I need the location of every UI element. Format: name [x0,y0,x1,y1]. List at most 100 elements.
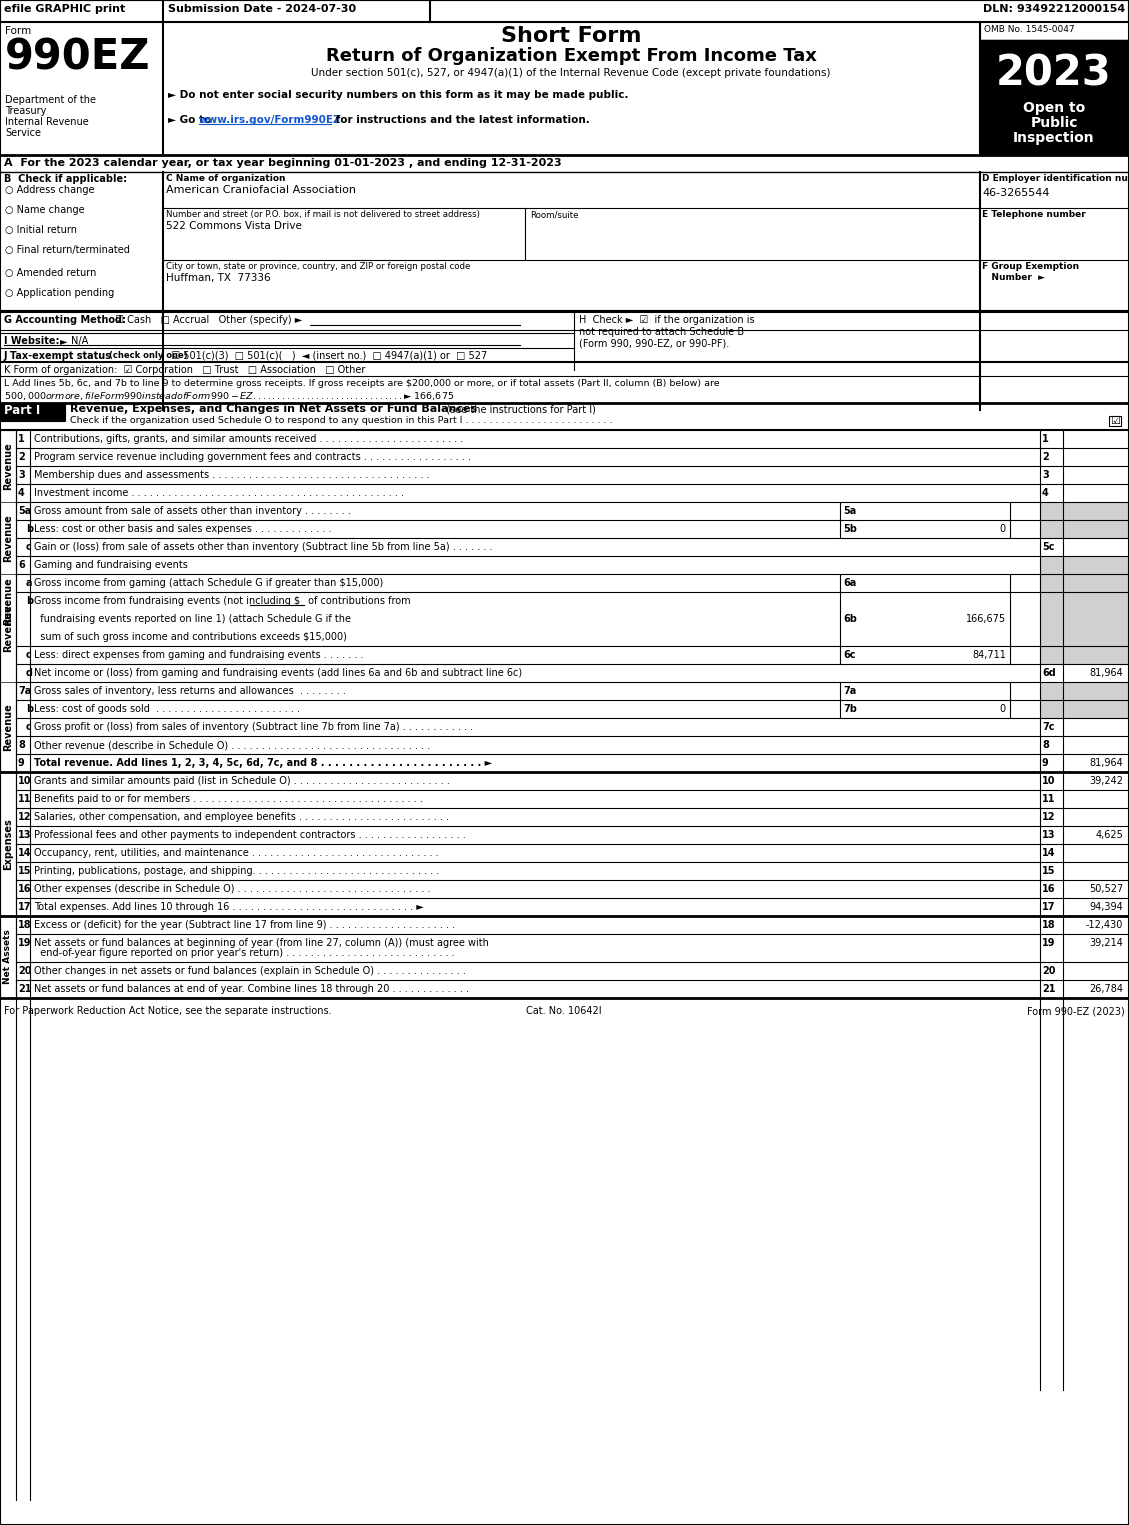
Text: 5a: 5a [18,506,32,515]
Text: Revenue: Revenue [3,703,14,750]
Bar [1040,647,1129,663]
Text: 3: 3 [1042,470,1049,480]
Text: for instructions and the latest information.: for instructions and the latest informat… [332,114,589,125]
Bar [1040,557,1129,573]
Text: 11: 11 [18,795,32,804]
Text: Occupancy, rent, utilities, and maintenance . . . . . . . . . . . . . . . . . . : Occupancy, rent, utilities, and maintena… [34,848,439,859]
Text: K Form of organization:  ☑ Corporation   □ Trust   □ Association   □ Other: K Form of organization: ☑ Corporation □ … [5,364,366,375]
Text: Internal Revenue: Internal Revenue [5,117,89,127]
Text: 522 Commons Vista Drive: 522 Commons Vista Drive [166,221,301,230]
Text: b: b [26,705,33,714]
Text: (see the instructions for Part I): (see the instructions for Part I) [440,404,596,413]
Text: 20: 20 [1042,965,1056,976]
Text: 6a: 6a [843,578,856,589]
Text: Program service revenue including government fees and contracts . . . . . . . . : Program service revenue including govern… [34,451,471,462]
Text: ○ Address change: ○ Address change [5,185,95,195]
Text: H  Check ►  ☑  if the organization is: H Check ► ☑ if the organization is [579,316,754,325]
Text: 46-3265544: 46-3265544 [982,188,1050,198]
Text: Other revenue (describe in Schedule O) . . . . . . . . . . . . . . . . . . . . .: Other revenue (describe in Schedule O) .… [34,740,430,750]
Bar [980,21,1129,40]
Text: Net income or (loss) from gaming and fundraising events (add lines 6a and 6b and: Net income or (loss) from gaming and fun… [34,668,522,679]
Text: ►: ► [60,336,68,346]
Text: Less: direct expenses from gaming and fundraising events . . . . . . .: Less: direct expenses from gaming and fu… [34,650,364,660]
Text: 13: 13 [18,830,32,840]
Text: d: d [26,668,33,679]
Text: Revenue: Revenue [3,576,14,625]
Bar [0,403,65,421]
Text: 9: 9 [18,758,25,769]
Text: 13: 13 [1042,830,1056,840]
Text: 18: 18 [1042,920,1056,930]
Text: Revenue: Revenue [3,442,14,490]
Text: 1: 1 [1042,435,1049,444]
Bar [0,772,16,917]
Text: Less: cost or other basis and sales expenses . . . . . . . . . . . . .: Less: cost or other basis and sales expe… [34,525,332,534]
Text: 0: 0 [1000,705,1006,714]
Text: Grants and similar amounts paid (list in Schedule O) . . . . . . . . . . . . . .: Grants and similar amounts paid (list in… [34,776,449,785]
Text: Gaming and fundraising events: Gaming and fundraising events [34,560,187,570]
Text: 14: 14 [18,848,32,859]
Text: 18: 18 [18,920,32,930]
Text: 11: 11 [1042,795,1056,804]
Text: Revenue: Revenue [3,514,14,561]
Text: ► Go to: ► Go to [168,114,215,125]
Text: F Group Exemption: F Group Exemption [982,262,1079,271]
Text: D Employer identification number: D Employer identification number [982,174,1129,183]
Text: 19: 19 [1042,938,1056,949]
Text: 9: 9 [1042,758,1049,769]
Text: c: c [26,541,32,552]
Text: c: c [26,721,32,732]
Text: ☑ Cash   □ Accrual   Other (specify) ►: ☑ Cash □ Accrual Other (specify) ► [110,316,303,325]
Text: Less: cost of goods sold  . . . . . . . . . . . . . . . . . . . . . . . .: Less: cost of goods sold . . . . . . . .… [34,705,300,714]
Text: 1: 1 [18,435,25,444]
Text: 6c: 6c [843,650,856,660]
Text: 6d: 6d [1042,668,1056,679]
Bar [0,502,16,573]
Text: sum of such gross income and contributions exceeds $15,000): sum of such gross income and contributio… [34,631,347,642]
Text: 7c: 7c [1042,721,1054,732]
Text: Form 990-EZ (2023): Form 990-EZ (2023) [1027,1006,1124,1016]
Text: 5b: 5b [843,525,857,534]
Text: 166,675: 166,675 [966,615,1006,624]
Text: 10: 10 [18,776,32,785]
Bar [0,430,16,502]
Text: ○ Final return/terminated: ○ Final return/terminated [5,246,130,255]
Text: Number  ►: Number ► [982,273,1045,282]
Text: 21: 21 [1042,984,1056,994]
Text: 10: 10 [1042,776,1056,785]
Bar [1040,592,1129,647]
Text: E Telephone number: E Telephone number [982,210,1086,220]
Text: Gross income from gaming (attach Schedule G if greater than $15,000): Gross income from gaming (attach Schedul… [34,578,383,589]
Text: 26,784: 26,784 [1089,984,1123,994]
Bar [980,40,1129,98]
Text: Return of Organization Exempt From Income Tax: Return of Organization Exempt From Incom… [325,47,816,66]
Text: Inspection: Inspection [1013,131,1095,145]
Text: (check only one): (check only one) [110,351,187,360]
Text: Gain or (loss) from sale of assets other than inventory (Subtract line 5b from l: Gain or (loss) from sale of assets other… [34,541,492,552]
Text: Excess or (deficit) for the year (Subtract line 17 from line 9) . . . . . . . . : Excess or (deficit) for the year (Subtra… [34,920,455,930]
Text: 12: 12 [18,811,32,822]
Bar [0,682,16,772]
Text: 8: 8 [1042,740,1049,750]
Text: Investment income . . . . . . . . . . . . . . . . . . . . . . . . . . . . . . . : Investment income . . . . . . . . . . . … [34,488,404,499]
Text: 5c: 5c [1042,541,1054,552]
Text: 15: 15 [18,866,32,875]
Text: Check if the organization used Schedule O to respond to any question in this Par: Check if the organization used Schedule … [70,416,613,425]
Bar [0,573,16,682]
Text: Revenue, Expenses, and Changes in Net Assets or Fund Balances: Revenue, Expenses, and Changes in Net As… [70,404,478,413]
Text: 81,964: 81,964 [1089,668,1123,679]
Text: Benefits paid to or for members . . . . . . . . . . . . . . . . . . . . . . . . : Benefits paid to or for members . . . . … [34,795,423,804]
Text: 2: 2 [18,451,25,462]
Text: of contributions from: of contributions from [305,596,411,605]
Text: Submission Date - 2024-07-30: Submission Date - 2024-07-30 [168,5,356,14]
Text: Total revenue. Add lines 1, 2, 3, 4, 5c, 6d, 7c, and 8 . . . . . . . . . . . . .: Total revenue. Add lines 1, 2, 3, 4, 5c,… [34,758,492,769]
Text: OMB No. 1545-0047: OMB No. 1545-0047 [984,24,1075,34]
Text: ○ Amended return: ○ Amended return [5,268,96,278]
Text: Contributions, gifts, grants, and similar amounts received . . . . . . . . . . .: Contributions, gifts, grants, and simila… [34,435,463,444]
Text: 94,394: 94,394 [1089,901,1123,912]
Text: Part I: Part I [5,404,41,416]
Text: Gross sales of inventory, less returns and allowances  . . . . . . . .: Gross sales of inventory, less returns a… [34,686,345,695]
Text: b: b [26,596,33,605]
Text: B  Check if applicable:: B Check if applicable: [5,174,128,185]
Text: Short Form: Short Form [501,26,641,46]
